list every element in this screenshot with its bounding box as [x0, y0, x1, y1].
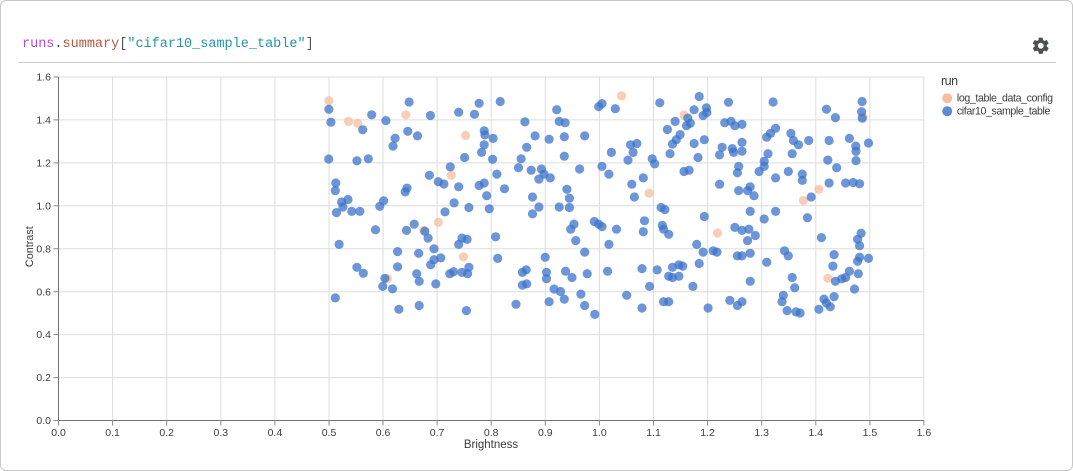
svg-text:0.8: 0.8 — [484, 427, 499, 439]
svg-text:1.6: 1.6 — [36, 72, 51, 84]
svg-text:run: run — [941, 74, 958, 88]
svg-text:0.0: 0.0 — [51, 427, 66, 439]
svg-text:log_table_data_config: log_table_data_config — [957, 92, 1053, 104]
svg-text:Brightness: Brightness — [464, 439, 519, 451]
svg-text:Contrast: Contrast — [24, 226, 36, 267]
svg-text:1.0: 1.0 — [36, 200, 51, 212]
svg-text:1.3: 1.3 — [754, 427, 769, 439]
svg-text:1.4: 1.4 — [808, 427, 823, 439]
svg-text:0.2: 0.2 — [36, 372, 51, 384]
svg-text:0.8: 0.8 — [36, 243, 51, 255]
svg-text:0.9: 0.9 — [538, 427, 553, 439]
svg-text:0.5: 0.5 — [322, 427, 337, 439]
svg-text:0.7: 0.7 — [430, 427, 445, 439]
svg-text:1.1: 1.1 — [646, 427, 661, 439]
svg-text:cifar10_sample_table: cifar10_sample_table — [957, 105, 1051, 117]
svg-text:0.6: 0.6 — [376, 427, 391, 439]
svg-text:0.6: 0.6 — [36, 286, 51, 298]
svg-text:0.4: 0.4 — [268, 427, 283, 439]
svg-text:0.4: 0.4 — [36, 329, 51, 341]
svg-text:0.1: 0.1 — [105, 427, 120, 439]
svg-text:1.4: 1.4 — [36, 115, 51, 127]
svg-text:0.0: 0.0 — [36, 415, 51, 427]
svg-text:1.6: 1.6 — [917, 427, 932, 439]
svg-text:1.5: 1.5 — [863, 427, 878, 439]
svg-text:1.2: 1.2 — [36, 158, 51, 170]
svg-text:1.0: 1.0 — [592, 427, 607, 439]
svg-text:1.2: 1.2 — [700, 427, 715, 439]
svg-text:0.2: 0.2 — [159, 427, 174, 439]
svg-text:0.3: 0.3 — [213, 427, 228, 439]
